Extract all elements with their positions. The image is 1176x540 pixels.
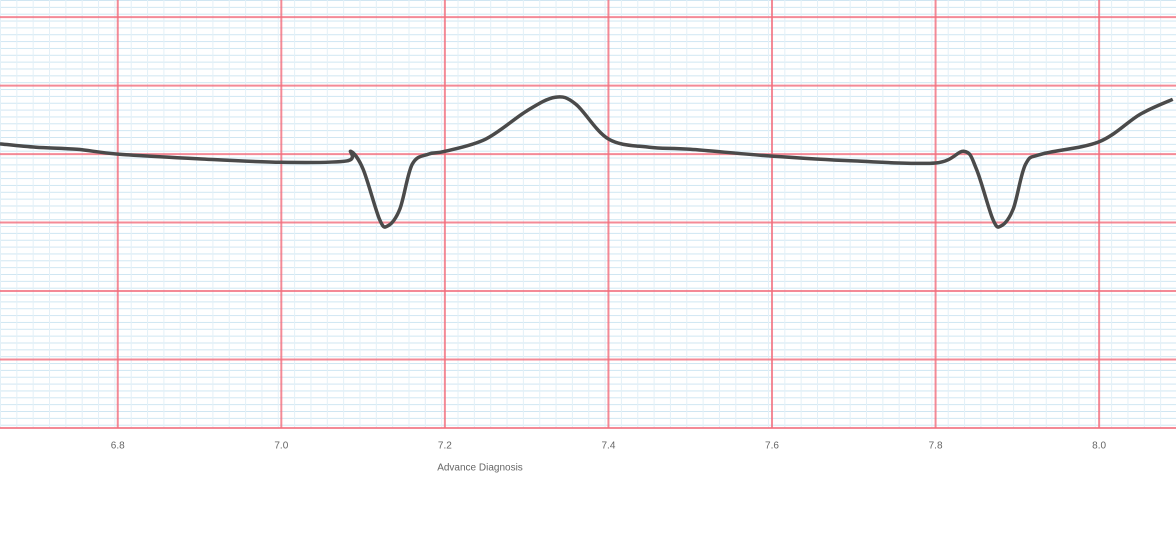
x-tick-label: 7.4 <box>601 441 615 452</box>
minor-grid <box>0 0 1176 428</box>
x-tick-label: 8.0 <box>1092 441 1106 452</box>
x-tick-label: 7.8 <box>929 441 943 452</box>
x-tick-label: 7.0 <box>274 441 288 452</box>
x-axis-label: Advance Diagnosis <box>437 463 523 474</box>
line <box>0 95 1174 229</box>
x-tick-label: 7.2 <box>438 441 452 452</box>
x-tick-label: 7.6 <box>765 441 779 452</box>
grid <box>0 0 1176 429</box>
x-tick-label: 6.8 <box>111 441 125 452</box>
plot <box>0 95 1174 229</box>
